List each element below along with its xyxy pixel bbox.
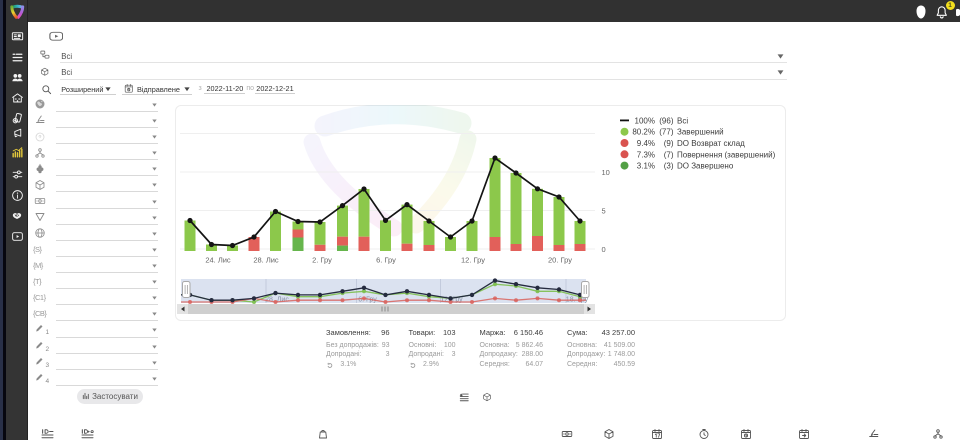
svg-text:Повернення (завершений): Повернення (завершений) [677,150,776,159]
svg-text:12. Гру: 12. Гру [461,256,485,265]
svg-text:DO Завершено: DO Завершено [677,162,734,171]
svg-text:6. Гру: 6. Гру [358,297,377,304]
svg-text:0: 0 [602,245,606,254]
svg-text:Всі: Всі [677,116,688,125]
svg-text:Завершений: Завершений [677,128,724,137]
svg-text:(7): (7) [664,150,674,159]
svg-text:(9): (9) [664,139,674,148]
svg-text:(96): (96) [659,116,674,125]
svg-text:DO Возврат склад: DO Возврат склад [677,139,745,148]
svg-text:2. Гру: 2. Гру [312,256,332,265]
svg-text:80.2%: 80.2% [632,128,655,137]
svg-text:28. Лис: 28. Лис [265,297,289,304]
svg-text:7.3%: 7.3% [637,150,655,159]
svg-text:10: 10 [602,168,610,177]
svg-text:9.4%: 9.4% [637,139,655,148]
svg-text:5: 5 [602,206,606,215]
svg-text:6. Гру: 6. Гру [376,256,396,265]
svg-text:24. Лис: 24. Лис [205,256,231,265]
svg-text:20. Гру: 20. Гру [548,256,572,265]
svg-text:(3): (3) [664,162,674,171]
svg-text:3.1%: 3.1% [637,162,655,171]
svg-text:28. Лис: 28. Лис [253,256,279,265]
svg-text:(77): (77) [659,128,674,137]
svg-text:100%: 100% [635,116,655,125]
